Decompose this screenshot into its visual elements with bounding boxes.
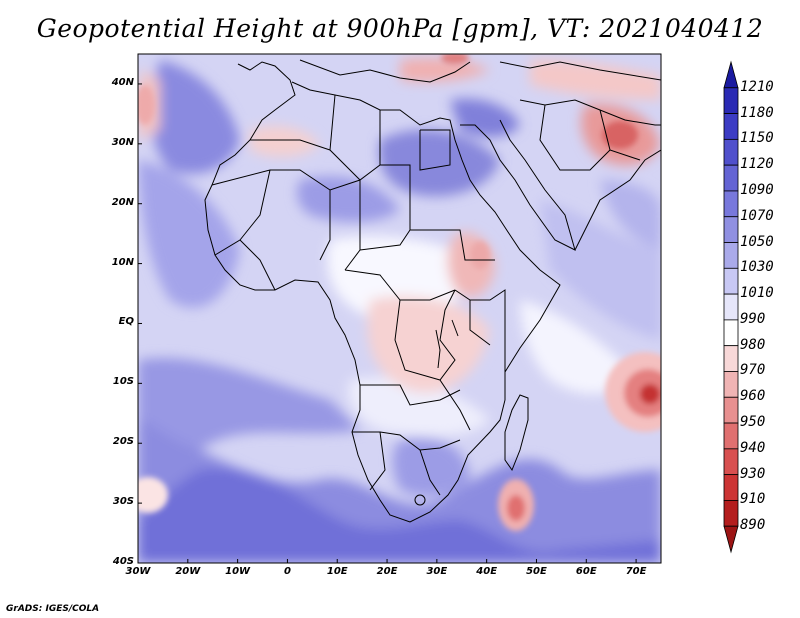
colorbar-swatch xyxy=(723,448,739,476)
colorbar-swatch xyxy=(723,293,739,321)
colorbar-label: 1180 xyxy=(740,104,774,121)
longitude-label: 40E xyxy=(476,566,498,577)
colorbar-label: 1010 xyxy=(740,285,774,302)
longitude-label: 20E xyxy=(376,566,398,577)
latitude-label: 20N xyxy=(111,196,134,208)
colorbar-label: 890 xyxy=(740,517,766,534)
colorbar-label: 1090 xyxy=(740,181,774,198)
colorbar-swatch xyxy=(723,500,739,527)
colorbar-swatch xyxy=(723,87,739,114)
colorbar xyxy=(723,60,739,554)
height-field xyxy=(138,54,661,563)
colorbar-label: 960 xyxy=(740,388,766,405)
colorbar-swatch xyxy=(723,525,739,554)
colorbar-label: 1070 xyxy=(740,207,774,224)
longitude-label: 50E xyxy=(526,566,547,577)
software-credit: GrADS: IGES/COLA xyxy=(6,604,100,614)
colorbar-swatch xyxy=(723,164,739,192)
colorbar-label: 1210 xyxy=(740,78,774,95)
colorbar-swatch xyxy=(723,319,739,347)
colorbar-swatch xyxy=(723,60,739,89)
colorbar-swatch xyxy=(723,422,739,450)
longitude-label: 30W xyxy=(125,566,151,577)
latitude-label: 20S xyxy=(112,436,134,448)
longitude-label: 30E xyxy=(426,566,448,577)
longitude-label: 0 xyxy=(283,566,291,577)
colorbar-swatch xyxy=(723,345,739,372)
latitude-label: 10S xyxy=(112,376,134,388)
colorbar-label: 1150 xyxy=(740,130,774,147)
longitude-label: 70E xyxy=(625,566,647,577)
colorbar-label: 940 xyxy=(740,439,766,456)
latitude-label: 30S xyxy=(112,496,134,508)
latitude-label: 30N xyxy=(111,136,134,148)
colorbar-swatch xyxy=(723,242,739,269)
axis-ticks xyxy=(137,83,637,564)
colorbar-swatch xyxy=(723,216,739,243)
colorbar-label: 950 xyxy=(740,414,766,431)
colorbar-swatch xyxy=(723,267,739,295)
colorbar-label: 1050 xyxy=(740,233,774,250)
latitude-label: 40N xyxy=(111,76,134,88)
colorbar-swatch xyxy=(723,474,739,501)
colorbar-label: 1120 xyxy=(740,156,774,173)
latitude-label: 10N xyxy=(111,256,134,268)
chart-title: Geopotential Height at 900hPa [gpm], VT:… xyxy=(36,14,764,43)
colorbar-label: 970 xyxy=(740,362,766,379)
longitude-label: 10W xyxy=(225,566,251,577)
latitude-label: 40S xyxy=(112,556,134,567)
longitude-label: 10E xyxy=(326,566,348,577)
colorbar-swatch xyxy=(723,138,739,166)
colorbar-label: 990 xyxy=(740,310,766,327)
colorbar-swatch xyxy=(723,371,739,398)
colorbar-label: 980 xyxy=(740,336,766,353)
coastlines xyxy=(204,59,661,523)
longitude-label: 60E xyxy=(575,566,597,577)
colorbar-swatch xyxy=(723,190,739,218)
colorbar-label: 1030 xyxy=(740,259,774,276)
plot-frame xyxy=(137,53,662,564)
colorbar-swatch xyxy=(723,113,739,140)
colorbar-label: 910 xyxy=(740,491,766,508)
colorbar-swatch xyxy=(723,396,739,424)
colorbar-label: 930 xyxy=(740,465,766,482)
longitude-label: 20W xyxy=(175,566,201,577)
latitude-label: EQ xyxy=(118,316,134,328)
